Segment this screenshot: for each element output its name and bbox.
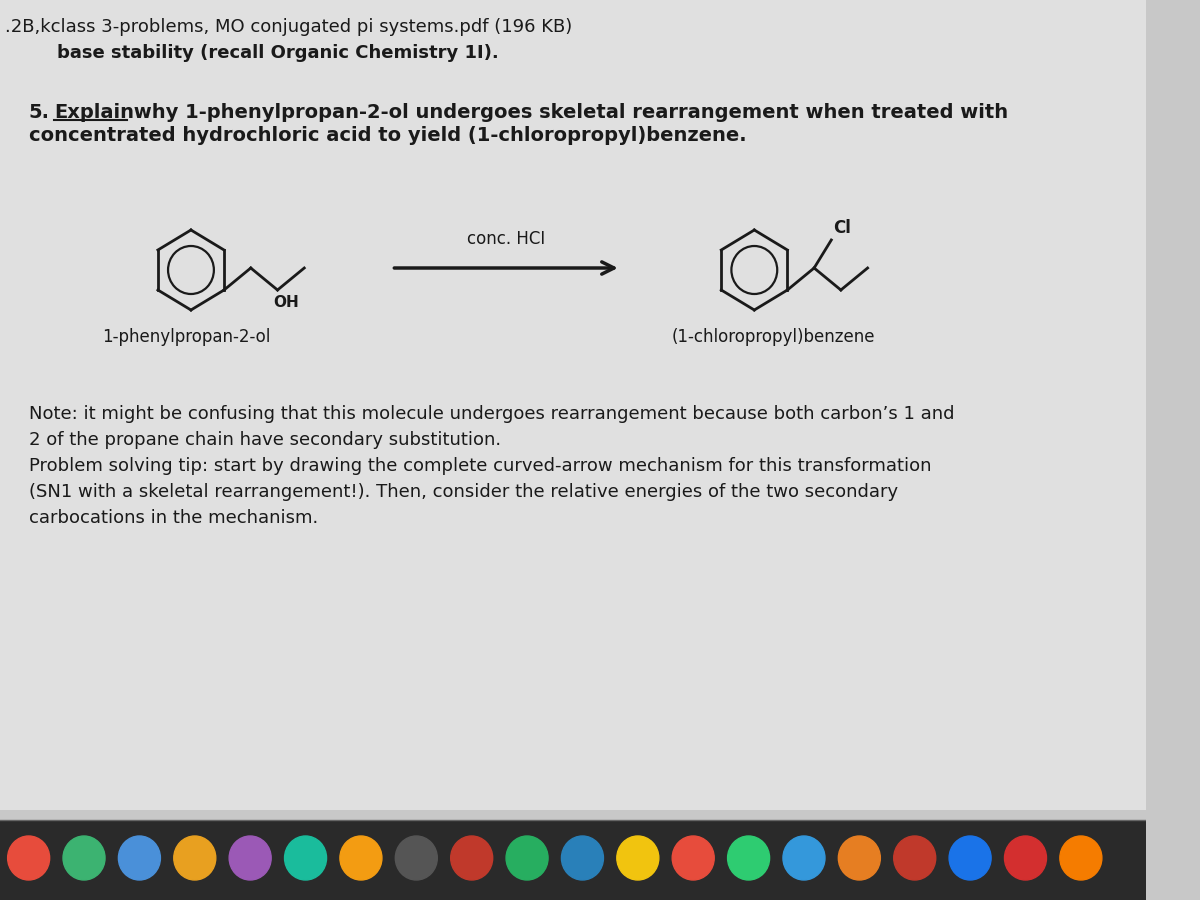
Text: Problem solving tip: start by drawing the complete curved-arrow mechanism for th: Problem solving tip: start by drawing th…	[29, 457, 931, 475]
Circle shape	[7, 836, 49, 880]
Circle shape	[672, 836, 714, 880]
Circle shape	[1060, 836, 1102, 880]
Circle shape	[64, 836, 106, 880]
Circle shape	[340, 836, 382, 880]
Circle shape	[119, 836, 161, 880]
Circle shape	[451, 836, 493, 880]
Circle shape	[229, 836, 271, 880]
Text: .2B,kclass 3-problems, MO conjugated pi systems.pdf (196 KB): .2B,kclass 3-problems, MO conjugated pi …	[5, 18, 572, 36]
Circle shape	[395, 836, 437, 880]
Circle shape	[782, 836, 824, 880]
Circle shape	[949, 836, 991, 880]
Circle shape	[727, 836, 769, 880]
Circle shape	[506, 836, 548, 880]
Text: why 1-phenylpropan-2-ol undergoes skeletal rearrangement when treated with: why 1-phenylpropan-2-ol undergoes skelet…	[127, 103, 1008, 122]
Text: 2 of the propane chain have secondary substitution.: 2 of the propane chain have secondary su…	[29, 431, 500, 449]
Bar	[0, 820, 1146, 900]
Text: (1-chloropropyl)benzene: (1-chloropropyl)benzene	[672, 328, 875, 346]
Circle shape	[1004, 836, 1046, 880]
Text: concentrated hydrochloric acid to yield (1-chloropropyl)benzene.: concentrated hydrochloric acid to yield …	[29, 126, 746, 145]
Text: base stability (recall Organic Chemistry 1I).: base stability (recall Organic Chemistry…	[58, 44, 499, 62]
Text: conc. HCI: conc. HCI	[467, 230, 545, 248]
Text: Explain: Explain	[54, 103, 134, 122]
Circle shape	[894, 836, 936, 880]
Circle shape	[284, 836, 326, 880]
Text: 1-phenylpropan-2-ol: 1-phenylpropan-2-ol	[102, 328, 270, 346]
Text: 5.: 5.	[29, 103, 49, 122]
Circle shape	[562, 836, 604, 880]
Circle shape	[174, 836, 216, 880]
Circle shape	[839, 836, 881, 880]
Text: carbocations in the mechanism.: carbocations in the mechanism.	[29, 509, 318, 527]
Text: OH: OH	[274, 295, 300, 310]
Text: Note: it might be confusing that this molecule undergoes rearrangement because b: Note: it might be confusing that this mo…	[29, 405, 954, 423]
Circle shape	[617, 836, 659, 880]
Text: Cl: Cl	[833, 219, 851, 237]
Text: (SN1 with a skeletal rearrangement!). Then, consider the relative energies of th: (SN1 with a skeletal rearrangement!). Th…	[29, 483, 898, 501]
